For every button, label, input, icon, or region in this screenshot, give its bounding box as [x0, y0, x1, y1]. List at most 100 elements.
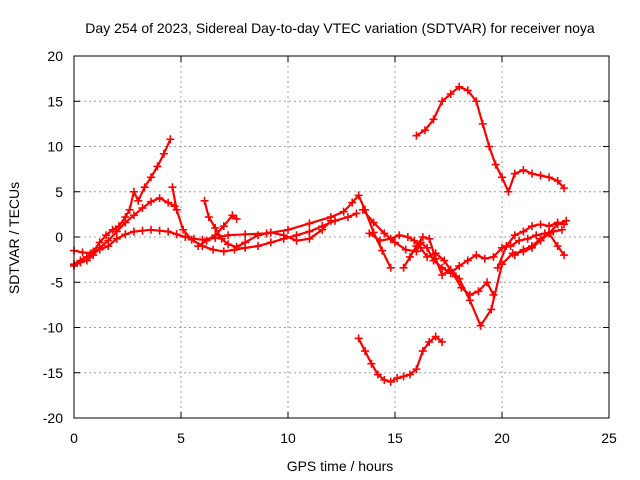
series-line [361, 208, 564, 275]
data-point [412, 365, 421, 374]
data-point [510, 251, 519, 260]
y-tick-label: 20 [47, 48, 63, 64]
data-point [224, 231, 233, 240]
data-point [219, 247, 228, 256]
data-point [553, 176, 562, 185]
series-track-13 [510, 229, 569, 260]
data-point [369, 218, 378, 227]
data-point [358, 205, 367, 214]
series-track-10 [354, 332, 447, 386]
grid-lines [74, 56, 609, 418]
y-tick-label: -15 [43, 365, 63, 381]
data-point [217, 234, 226, 243]
data-point [159, 149, 168, 158]
data-point [399, 372, 408, 381]
data-point [418, 347, 427, 356]
data-point [399, 263, 408, 272]
series-track-8 [365, 229, 498, 299]
data-point [367, 359, 376, 368]
data-point [425, 234, 434, 243]
y-tick-label: -5 [51, 274, 64, 290]
data-point [232, 242, 241, 251]
data-point [76, 258, 85, 267]
data-point [485, 142, 494, 151]
data-point [200, 196, 209, 205]
data-point [438, 337, 447, 346]
data-point [418, 233, 427, 241]
data-point [147, 173, 156, 182]
data-point [510, 169, 519, 178]
data-point [129, 211, 138, 220]
data-series [70, 82, 571, 386]
data-point [446, 90, 455, 99]
data-point [438, 271, 447, 280]
x-axis-label: GPS time / hours [287, 458, 394, 474]
series-line [402, 219, 568, 327]
data-point [380, 375, 389, 384]
data-point [403, 233, 412, 241]
series-line [72, 138, 172, 266]
data-point [241, 230, 250, 239]
series-line [368, 232, 495, 296]
data-point [545, 222, 554, 231]
data-point [164, 198, 173, 207]
data-point [194, 242, 203, 251]
data-point [386, 263, 395, 272]
data-point [463, 86, 472, 95]
data-point [446, 265, 455, 274]
data-point [102, 231, 111, 240]
data-point [519, 227, 528, 236]
series-track-6 [194, 211, 241, 251]
data-point [504, 187, 513, 196]
data-point [147, 225, 156, 234]
data-point [395, 231, 404, 240]
data-point [155, 226, 164, 235]
data-point [560, 251, 569, 260]
x-tick-label: 20 [494, 430, 510, 446]
x-tick-label: 10 [280, 430, 296, 446]
series-track-11 [412, 82, 569, 196]
data-point [391, 238, 399, 247]
data-point [82, 256, 91, 265]
data-point [361, 347, 370, 356]
data-point [380, 229, 389, 238]
data-point [545, 229, 554, 238]
series-line [357, 335, 444, 383]
data-point [515, 236, 524, 245]
data-point [483, 278, 492, 287]
data-point [410, 236, 419, 245]
data-point [284, 225, 292, 234]
data-point [557, 225, 566, 234]
data-point [129, 187, 138, 196]
data-point [527, 169, 536, 178]
data-point [153, 162, 162, 171]
data-point [232, 214, 241, 223]
data-point [138, 226, 147, 235]
data-point [536, 220, 545, 229]
data-point [339, 207, 348, 216]
x-tick-label: 25 [601, 430, 617, 446]
data-point [510, 231, 519, 240]
series-line [72, 194, 392, 269]
data-point [416, 243, 425, 252]
data-point [211, 223, 220, 232]
axis-ticks: 0 5 10 15 20 25 -20 -15 -10 -5 0 5 10 15 20 [43, 48, 617, 446]
data-point [134, 196, 143, 205]
data-point [166, 135, 175, 144]
chart-title: Day 254 of 2023, Sidereal Day-to-day VTE… [85, 20, 595, 36]
data-point [292, 236, 301, 245]
data-point [519, 245, 528, 254]
data-point [172, 230, 181, 239]
data-point [354, 191, 363, 200]
data-point [376, 236, 385, 245]
y-tick-label: 15 [47, 93, 63, 109]
data-point [498, 173, 506, 182]
data-point [305, 219, 314, 228]
data-point [254, 231, 263, 240]
data-point [138, 204, 147, 213]
data-point [95, 245, 104, 254]
data-point [527, 242, 536, 251]
data-point [455, 261, 464, 270]
data-point [121, 230, 130, 239]
